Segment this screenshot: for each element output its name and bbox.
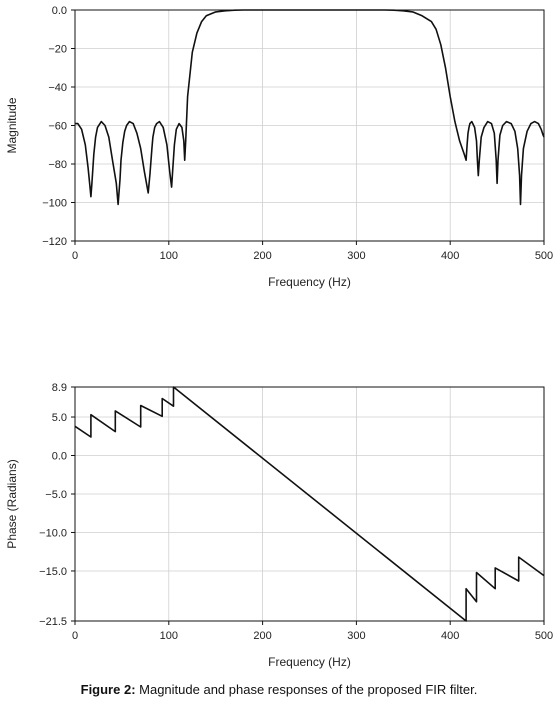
magnitude-x-tick-label: 0 bbox=[72, 250, 78, 262]
phase-y-tick-label: 5.0 bbox=[52, 412, 67, 424]
phase-y-axis-label: Phase (Radians) bbox=[5, 459, 19, 548]
magnitude-chart: 0 100 200 300 400 500 0.0 −20 −40 −60 −80 −100 −120… bbox=[5, 5, 553, 289]
magnitude-y-tick-label: −80 bbox=[48, 159, 67, 171]
magnitude-y-tick-label: −40 bbox=[48, 82, 67, 94]
figure-caption: Figure 2: Magnitude and phase responses … bbox=[0, 682, 558, 697]
phase-plot-frame bbox=[74, 386, 545, 622]
phase-chart: 0 100 200 300 400 500 8.9 5.0 0.0 −5.0 −10.0 −15.0… bbox=[5, 382, 553, 669]
magnitude-y-tick-label: −120 bbox=[42, 236, 67, 248]
magnitude-x-axis-label: Frequency (Hz) bbox=[268, 275, 351, 289]
phase-x-tick-label: 400 bbox=[441, 630, 459, 642]
magnitude-grid bbox=[71, 9, 545, 245]
magnitude-x-tick-label: 100 bbox=[160, 250, 178, 262]
phase-x-tick-label: 200 bbox=[253, 630, 271, 642]
magnitude-series-line bbox=[75, 9, 545, 206]
caption-text: Magnitude and phase responses of the pro… bbox=[135, 682, 478, 697]
phase-y-tick-labels: 8.9 5.0 0.0 −5.0 −10.0 −15.0 −21.5 bbox=[39, 382, 67, 628]
phase-x-tick-label: 100 bbox=[160, 630, 178, 642]
magnitude-x-tick-label: 400 bbox=[441, 250, 459, 262]
magnitude-x-tick-label: 200 bbox=[253, 250, 271, 262]
phase-y-tick-label: 8.9 bbox=[52, 382, 67, 394]
phase-y-tick-label: −10.0 bbox=[39, 527, 67, 539]
phase-x-tick-labels: 0 100 200 300 400 500 bbox=[72, 630, 553, 642]
phase-y-tick-label: −21.5 bbox=[39, 616, 67, 628]
magnitude-y-tick-labels: 0.0 −20 −40 −60 −80 −100 −120 bbox=[42, 5, 67, 248]
magnitude-x-tick-label: 300 bbox=[347, 250, 365, 262]
phase-y-tick-label: −15.0 bbox=[39, 566, 67, 578]
phase-series-line bbox=[74, 386, 545, 622]
phase-x-axis-label: Frequency (Hz) bbox=[268, 655, 351, 669]
magnitude-y-tick-label: −60 bbox=[48, 121, 67, 133]
phase-grid bbox=[71, 386, 545, 625]
caption-label: Figure 2: bbox=[80, 682, 136, 697]
magnitude-y-tick-label: −100 bbox=[42, 198, 67, 210]
phase-x-tick-label: 0 bbox=[72, 630, 78, 642]
magnitude-y-axis-label: Magnitude bbox=[5, 97, 19, 153]
magnitude-y-tick-label: 0.0 bbox=[52, 5, 67, 17]
magnitude-x-tick-label: 500 bbox=[535, 250, 553, 262]
phase-y-tick-label: 0.0 bbox=[52, 451, 67, 463]
phase-x-tick-label: 500 bbox=[535, 630, 553, 642]
phase-y-tick-label: −5.0 bbox=[45, 489, 67, 501]
magnitude-y-tick-label: −20 bbox=[48, 44, 67, 56]
phase-x-tick-label: 300 bbox=[347, 630, 365, 642]
magnitude-x-tick-labels: 0 100 200 300 400 500 bbox=[72, 250, 553, 262]
